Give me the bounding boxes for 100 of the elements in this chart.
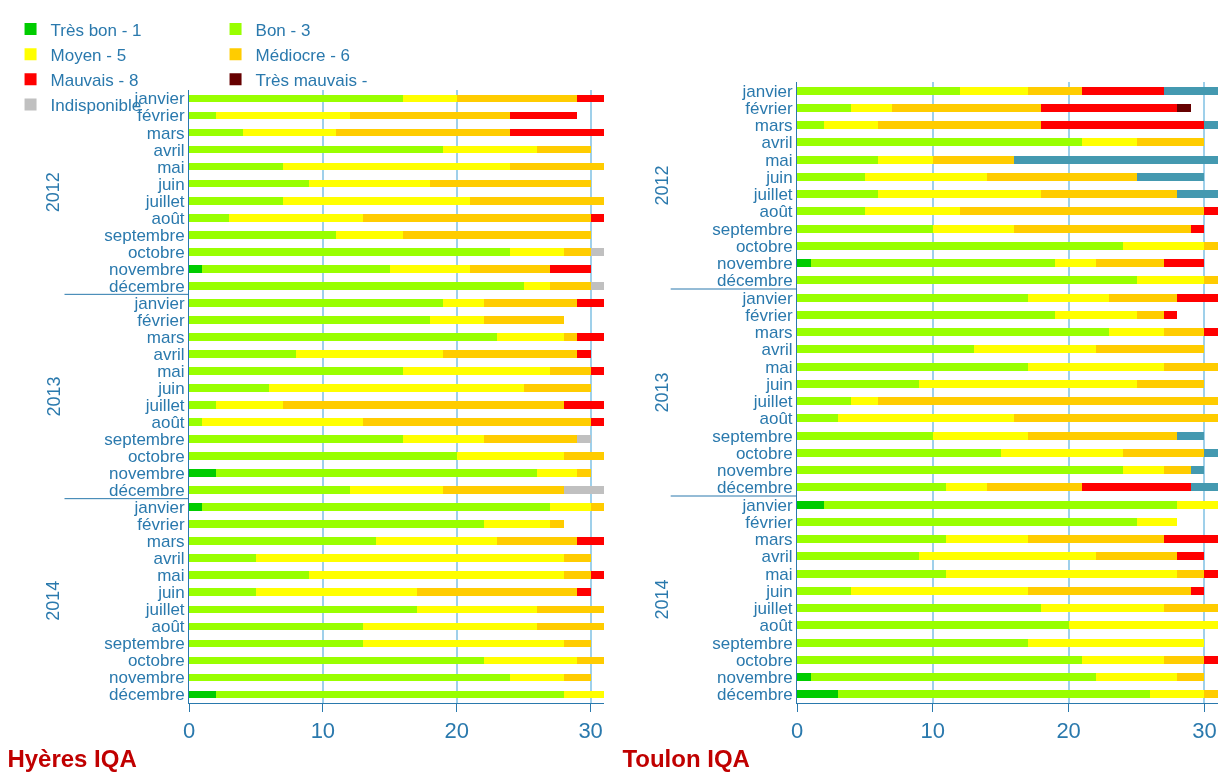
bar xyxy=(932,155,1015,164)
y-tick-label: février xyxy=(137,310,185,330)
bar xyxy=(363,622,538,631)
x-tick-label: 30 xyxy=(1192,718,1217,744)
bar xyxy=(189,196,283,205)
bar xyxy=(797,586,852,595)
bar xyxy=(416,605,538,614)
bar xyxy=(810,673,1096,682)
text: 2014 xyxy=(651,579,672,620)
bar xyxy=(189,94,404,103)
bar xyxy=(550,281,591,290)
bar xyxy=(590,503,604,512)
bar xyxy=(550,264,591,273)
bar xyxy=(1136,172,1205,181)
legend-label: Moyen - 5 xyxy=(50,45,127,65)
bar xyxy=(470,264,551,273)
bar xyxy=(1095,259,1164,268)
bar xyxy=(797,448,1001,457)
bar xyxy=(510,128,604,137)
bar xyxy=(523,281,551,290)
bar xyxy=(797,293,1028,302)
y-tick-label: avril xyxy=(153,140,185,160)
bar xyxy=(189,264,203,273)
bar xyxy=(483,316,564,324)
y-tick-label: septembre xyxy=(712,219,793,239)
bar xyxy=(189,367,404,375)
bar xyxy=(1204,328,1218,337)
text: 2013 xyxy=(43,376,64,417)
bar xyxy=(797,500,825,509)
bar xyxy=(189,588,256,597)
bar xyxy=(189,401,216,409)
y-tick-label: novembre xyxy=(108,464,185,484)
bar xyxy=(797,310,1056,319)
y-tick-label: juin xyxy=(765,167,793,187)
bar xyxy=(189,281,524,290)
y-tick-label: février xyxy=(137,515,185,535)
bar xyxy=(797,535,947,544)
bar xyxy=(1027,293,1110,302)
bar xyxy=(1204,276,1218,285)
bar xyxy=(229,213,364,222)
bar xyxy=(1014,224,1191,233)
bar xyxy=(590,571,604,580)
bar xyxy=(797,328,1110,337)
legend-label: Bon - 3 xyxy=(255,20,311,40)
bar xyxy=(349,111,511,120)
y-tick-label: avril xyxy=(761,547,793,567)
bar xyxy=(189,162,283,171)
bar xyxy=(824,121,879,130)
bar xyxy=(1027,586,1191,595)
bar xyxy=(403,94,457,103)
y-tick-label: mars xyxy=(146,532,185,552)
bar xyxy=(797,276,1137,285)
bar xyxy=(1190,586,1205,595)
y-tick-label: avril xyxy=(153,549,185,569)
bar xyxy=(837,690,1151,699)
bar xyxy=(456,452,564,460)
bar xyxy=(563,690,604,699)
y-tick-label: novembre xyxy=(716,668,793,688)
y-tick-label: octobre xyxy=(735,443,793,463)
y-tick-label: juin xyxy=(157,174,185,194)
legend-label: Mauvais - 8 xyxy=(50,70,139,90)
bar xyxy=(1150,690,1205,699)
bar xyxy=(797,259,811,268)
bar xyxy=(1109,328,1164,337)
bar xyxy=(1122,448,1205,457)
bar xyxy=(797,621,1069,630)
bar xyxy=(1177,673,1205,682)
bar xyxy=(1177,431,1205,440)
bar xyxy=(189,247,511,256)
bar xyxy=(1204,569,1218,578)
bar xyxy=(403,435,484,443)
bar xyxy=(590,247,604,256)
text: 2013 xyxy=(651,372,672,413)
bar xyxy=(577,588,591,597)
y-tick-label: juillet xyxy=(752,185,793,205)
bar xyxy=(336,128,511,137)
bar xyxy=(510,162,604,171)
bar xyxy=(189,554,256,563)
bar xyxy=(255,554,564,563)
bar xyxy=(946,483,988,492)
bar xyxy=(1163,86,1218,95)
bar xyxy=(797,362,1028,371)
legend-label: Très bon - 1 xyxy=(50,20,142,40)
y-tick-label: février xyxy=(745,512,793,532)
y-tick-label: septembre xyxy=(104,430,185,450)
bar xyxy=(189,299,444,307)
x-tick-label: 0 xyxy=(182,718,196,744)
bar xyxy=(189,145,444,154)
bar xyxy=(797,397,852,406)
bar xyxy=(403,230,591,239)
bar xyxy=(363,213,591,222)
y-tick-label: avril xyxy=(761,340,793,360)
y-tick-label: avril xyxy=(761,133,793,153)
bar xyxy=(1163,362,1218,371)
y-tick-label: décembre xyxy=(108,481,185,501)
y-tick-label: juin xyxy=(765,374,793,394)
bar xyxy=(189,230,337,239)
bar xyxy=(1136,138,1205,147)
y-tick-label: septembre xyxy=(712,426,793,446)
bar xyxy=(946,569,1178,578)
